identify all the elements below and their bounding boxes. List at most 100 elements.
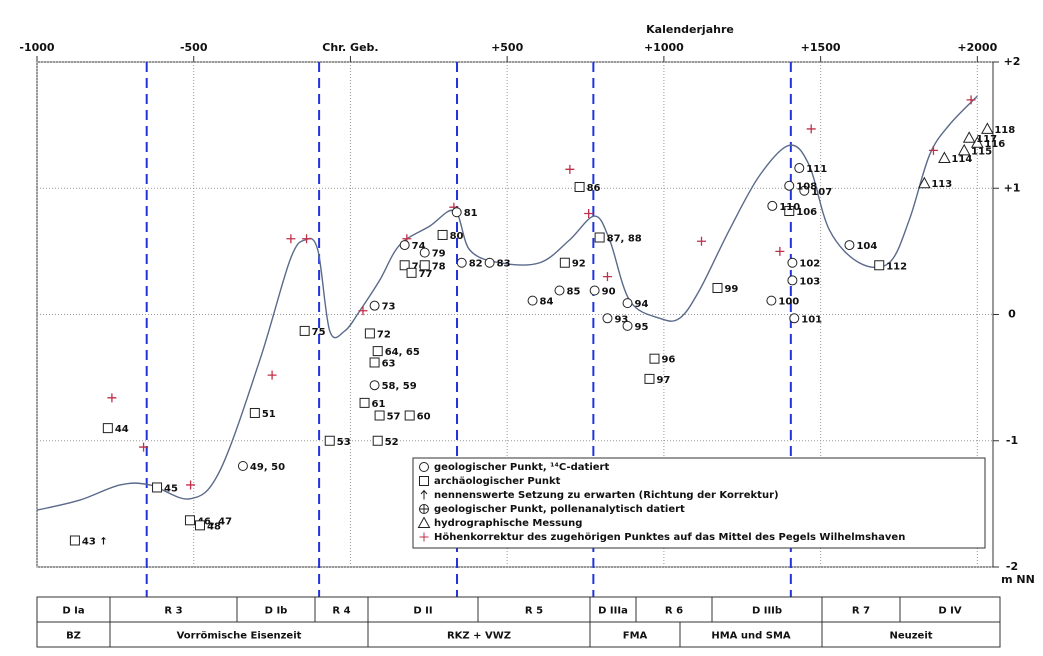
legend-marker — [417, 516, 431, 528]
legend-marker — [419, 532, 429, 542]
y-tick-label: -2 — [1006, 560, 1018, 573]
legend-marker — [420, 489, 428, 500]
point-label: 113 — [931, 179, 952, 190]
period-label: D II — [413, 606, 432, 617]
legend-label: nennenswerte Setzung zu erwarten (Richtu… — [434, 490, 779, 501]
x-tick-label: +500 — [491, 41, 524, 54]
point-label: 74 — [412, 241, 426, 252]
point-label: 52 — [385, 437, 399, 448]
point-marker — [358, 306, 368, 316]
legend-label: geologischer Punkt, pollenanalytisch dat… — [434, 504, 685, 515]
point-marker — [286, 234, 296, 244]
point-marker — [928, 145, 938, 155]
y-axis-title: m NN — [1001, 573, 1035, 586]
x-tick-label: -500 — [180, 41, 208, 54]
point-label: 99 — [724, 284, 738, 295]
x-tick-label: Chr. Geb. — [322, 41, 378, 54]
point-marker — [372, 435, 383, 446]
point-marker — [69, 535, 80, 546]
point-label: 106 — [796, 207, 817, 218]
point-label: 48 — [207, 521, 221, 532]
point-marker — [456, 257, 467, 268]
point-label: 95 — [635, 322, 649, 333]
point-marker — [602, 272, 612, 282]
point-label: 84 — [540, 297, 554, 308]
point-label: 60 — [417, 412, 431, 423]
point-marker — [962, 131, 976, 143]
point-label: 94 — [635, 299, 649, 310]
point-marker — [364, 328, 375, 339]
point-label: 111 — [806, 164, 827, 175]
point-marker — [622, 298, 633, 309]
period-cell — [236, 596, 316, 623]
point-label: 58, 59 — [382, 381, 417, 392]
x-tick-label: +1000 — [644, 41, 684, 54]
point-label: 115 — [971, 146, 992, 157]
point-label: 117 — [976, 134, 997, 145]
point-marker — [622, 320, 633, 331]
legend-label: geologischer Punkt, ¹⁴C-datiert — [434, 462, 609, 473]
point-marker — [419, 260, 430, 271]
legend-box — [412, 457, 986, 549]
point-marker — [789, 313, 800, 324]
point-marker — [938, 151, 951, 163]
point-marker — [404, 410, 415, 421]
point-marker — [649, 353, 660, 364]
point-marker — [554, 285, 565, 296]
point-marker — [559, 257, 570, 268]
point-label: 97 — [656, 375, 670, 386]
y-tick-label: +1 — [1004, 181, 1021, 194]
point-label: 57 — [387, 412, 401, 423]
period-label: R 6 — [665, 606, 683, 617]
x-tick-label: +2000 — [957, 41, 997, 54]
point-marker — [249, 407, 260, 418]
point-marker — [787, 257, 798, 268]
point-label: 77 — [419, 269, 433, 280]
legend-marker — [419, 504, 430, 514]
point-marker — [794, 163, 805, 174]
point-label: 73 — [382, 302, 396, 313]
point-marker — [527, 295, 538, 306]
point-marker — [574, 181, 585, 192]
point-label: 51 — [262, 409, 276, 420]
point-label: 44 — [115, 424, 129, 435]
period-label: BZ — [66, 631, 81, 642]
point-label: 114 — [951, 154, 972, 165]
x-tick-label: +1500 — [801, 41, 841, 54]
point-marker — [874, 260, 885, 271]
point-label: 108 — [796, 182, 817, 193]
point-label: 110 — [779, 202, 800, 213]
point-marker — [844, 240, 855, 251]
point-label: 92 — [572, 259, 586, 270]
period-label: D Ib — [265, 606, 288, 617]
period-cell — [589, 621, 681, 648]
period-label: R 7 — [852, 606, 870, 617]
point-label: 96 — [661, 355, 675, 366]
period-label: D IV — [938, 606, 962, 617]
point-marker — [451, 207, 462, 218]
point-marker — [237, 461, 248, 471]
point-marker — [775, 246, 785, 256]
point-marker — [107, 393, 117, 403]
point-marker — [302, 234, 312, 244]
point-marker — [299, 325, 310, 336]
period-label: D Ia — [62, 606, 84, 617]
point-label: 101 — [801, 314, 822, 325]
point-marker — [186, 480, 196, 490]
period-label: R 3 — [164, 606, 182, 617]
point-label: 118 — [994, 125, 1015, 136]
point-label: 82 — [469, 259, 483, 270]
period-cell — [477, 596, 591, 623]
point-label: 112 — [886, 261, 907, 272]
point-marker — [966, 95, 976, 105]
legend-label: archäologischer Punkt — [434, 476, 561, 487]
point-label: 78 — [432, 261, 446, 272]
period-cell — [635, 596, 713, 623]
point-label: 116 — [984, 139, 1005, 150]
point-marker — [359, 397, 370, 408]
point-label: 87, 88 — [607, 233, 642, 244]
point-label: 45 — [164, 483, 178, 494]
period-cell — [109, 596, 238, 623]
